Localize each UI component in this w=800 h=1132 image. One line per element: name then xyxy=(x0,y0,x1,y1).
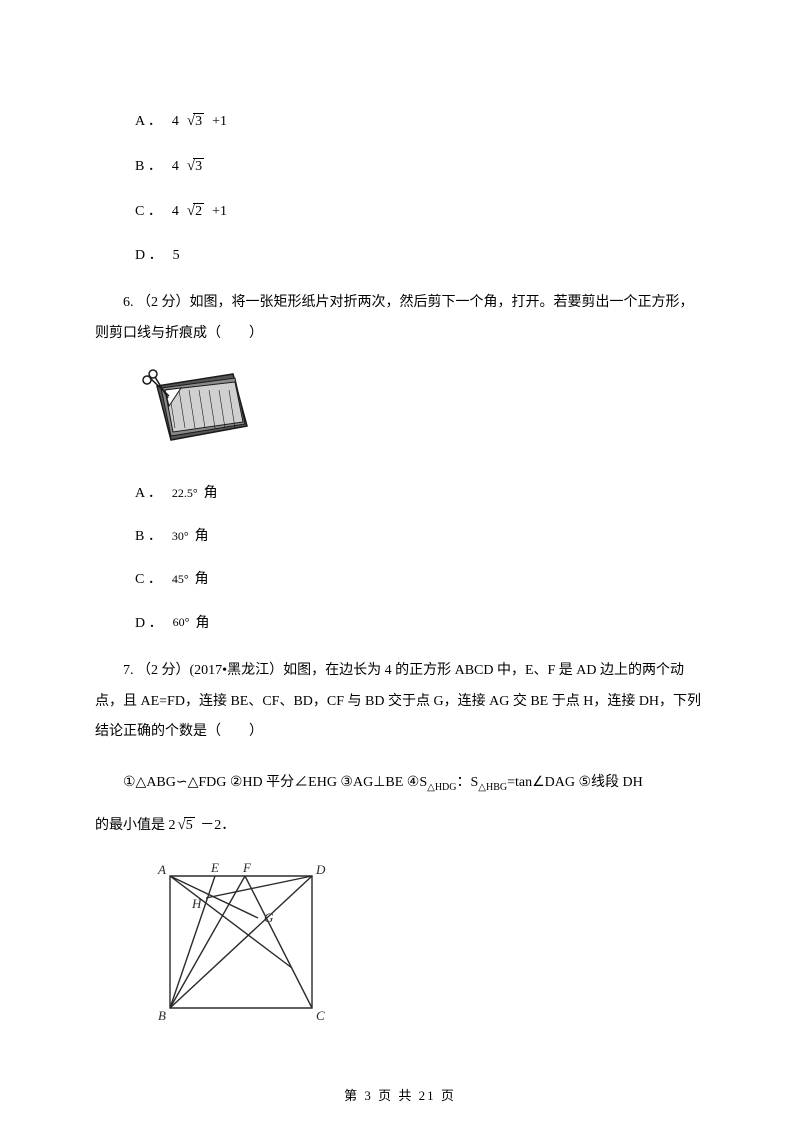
angle-value: 22.5° xyxy=(172,483,198,505)
svg-text:D: D xyxy=(315,862,326,877)
folded-paper-icon xyxy=(135,366,253,454)
angle-value: 60° xyxy=(173,612,190,634)
sqrt-icon: √2 xyxy=(187,198,204,225)
svg-text:A: A xyxy=(157,862,166,877)
option-value: 5 xyxy=(173,243,180,268)
angle-suffix: 角 xyxy=(195,524,209,549)
option-letter: B ． xyxy=(135,154,162,179)
angle-value: 30° xyxy=(172,526,189,548)
option-suffix: +1 xyxy=(212,199,227,224)
option-letter: C ． xyxy=(135,199,162,224)
q6-option-D: D ． 60° 角 xyxy=(135,611,705,636)
option-value: 4 xyxy=(172,199,179,224)
option-C: C ． 4 √2 +1 xyxy=(135,198,705,225)
q7-number: 7. xyxy=(123,663,134,678)
q7-figure: A D B C E F G H xyxy=(150,858,705,1032)
option-letter: D ． xyxy=(135,611,163,636)
option-value: 4 xyxy=(172,109,179,134)
angle-suffix: 角 xyxy=(195,611,209,636)
q7-source: (2017•黑龙江） xyxy=(190,663,284,678)
question-7-statements: ①△ABG∽△FDG ②HD 平分∠EHG ③AG⊥BE ④S△HDG：S△HB… xyxy=(95,768,705,799)
footer-cur: 3 xyxy=(364,1088,373,1103)
page-footer: 第 3 页 共 21 页 xyxy=(0,1085,800,1104)
svg-text:B: B xyxy=(158,1008,166,1023)
q7-sub1: △HDG xyxy=(427,782,456,793)
q6-option-A: A ． 22.5° 角 xyxy=(135,481,705,506)
page-content: A ． 4 √3 +1 B ． 4 √3 C ． 4 √2 +1 D ． 5 6. （2 分）如图，… xyxy=(0,0,800,1086)
q7-points: （2 分） xyxy=(137,663,190,678)
q6-option-B: B ． 30° 角 xyxy=(135,524,705,549)
square-diagram-icon: A D B C E F G H xyxy=(150,858,335,1023)
sqrt-icon: √3 xyxy=(187,153,204,180)
sqrt-5: √5 xyxy=(178,809,195,842)
question-7-text: 7. （2 分）(2017•黑龙江）如图，在边长为 4 的正方形 ABCD 中，… xyxy=(95,656,705,748)
svg-text:F: F xyxy=(242,860,252,875)
svg-text:H: H xyxy=(191,896,202,911)
option-letter: A ． xyxy=(135,481,162,506)
angle-suffix: 角 xyxy=(195,567,209,592)
prev-options: A ． 4 √3 +1 B ． 4 √3 C ． 4 √2 +1 D ． 5 xyxy=(95,108,705,268)
footer-total: 21 xyxy=(419,1088,436,1103)
question-6-text: 6. （2 分）如图，将一张矩形纸片对折两次，然后剪下一个角，打开。若要剪出一个… xyxy=(95,288,705,350)
q7-l3-post: －2． xyxy=(197,818,236,833)
sqrt-icon: √3 xyxy=(187,108,204,135)
footer-pre: 第 xyxy=(344,1088,364,1103)
angle-value: 45° xyxy=(172,569,189,591)
q7-l2-post: =tan∠DAG ⑤线段 DH xyxy=(507,775,643,790)
q7-l2-pre: ①△ABG∽△FDG ②HD 平分∠EHG ③AG⊥BE ④S xyxy=(123,775,427,790)
option-suffix: +1 xyxy=(212,109,227,134)
angle-suffix: 角 xyxy=(204,481,218,506)
q6-figure xyxy=(135,366,705,463)
q6-points: （2 分） xyxy=(137,295,190,310)
option-A: A ． 4 √3 +1 xyxy=(135,108,705,135)
option-letter: C ． xyxy=(135,567,162,592)
option-B: B ． 4 √3 xyxy=(135,153,705,180)
option-value: 4 xyxy=(172,154,179,179)
svg-text:G: G xyxy=(264,910,274,925)
svg-text:C: C xyxy=(316,1008,325,1023)
option-letter: D ． xyxy=(135,243,163,268)
q6-options: A ． 22.5° 角 B ． 30° 角 C ． 45° 角 D ． 60° 角 xyxy=(95,481,705,636)
question-7-line3: 的最小值是 2√5 －2． xyxy=(95,809,705,842)
option-letter: B ． xyxy=(135,524,162,549)
q7-l2-mid: ：S xyxy=(456,775,478,790)
sqrt-5-val: 5 xyxy=(184,817,195,833)
svg-text:E: E xyxy=(210,860,219,875)
q6-number: 6. xyxy=(123,295,134,310)
footer-mid: 页 共 xyxy=(373,1088,419,1103)
q7-sub2: △HBG xyxy=(478,782,507,793)
option-D: D ． 5 xyxy=(135,243,705,268)
option-letter: A ． xyxy=(135,109,162,134)
q7-l3-pre: 的最小值是 2 xyxy=(95,818,176,833)
q6-option-C: C ． 45° 角 xyxy=(135,567,705,592)
footer-post: 页 xyxy=(436,1088,456,1103)
